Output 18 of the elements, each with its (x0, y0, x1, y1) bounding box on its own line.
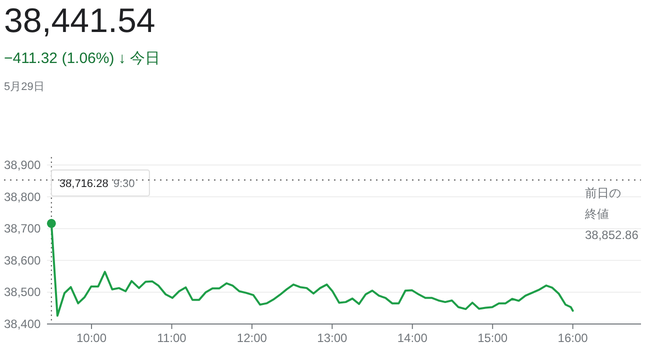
y-tick-label: 38,900 (4, 158, 42, 172)
annotation: 38,716.28 9:30 (59, 178, 135, 190)
x-tick-label: 13:00 (317, 331, 348, 345)
x-tick-label: 12:00 (236, 331, 268, 345)
y-tick-label: 38,800 (4, 190, 42, 204)
y-tick-label: 38,600 (4, 253, 42, 268)
y-tick-label: 38,400 (4, 317, 42, 331)
text: 5月29日 (4, 81, 44, 93)
chart-subtitle: −411.32 (1.06%) ↓ 今日 (4, 50, 160, 67)
y-tick-label: 38,700 (4, 222, 42, 236)
chart-title: 38,441.54 (4, 2, 156, 40)
x-tick-label: 14:00 (397, 331, 428, 345)
x-tick-label: 10:00 (76, 331, 107, 345)
y-tick-label: 38,500 (4, 285, 42, 300)
x-tick-label: 11:00 (157, 331, 187, 345)
x-tick-label: 16:00 (558, 331, 588, 345)
ref-line-label: 前日の終値 38,852.86 (584, 186, 639, 242)
x-tick-label: 15:00 (478, 331, 508, 345)
